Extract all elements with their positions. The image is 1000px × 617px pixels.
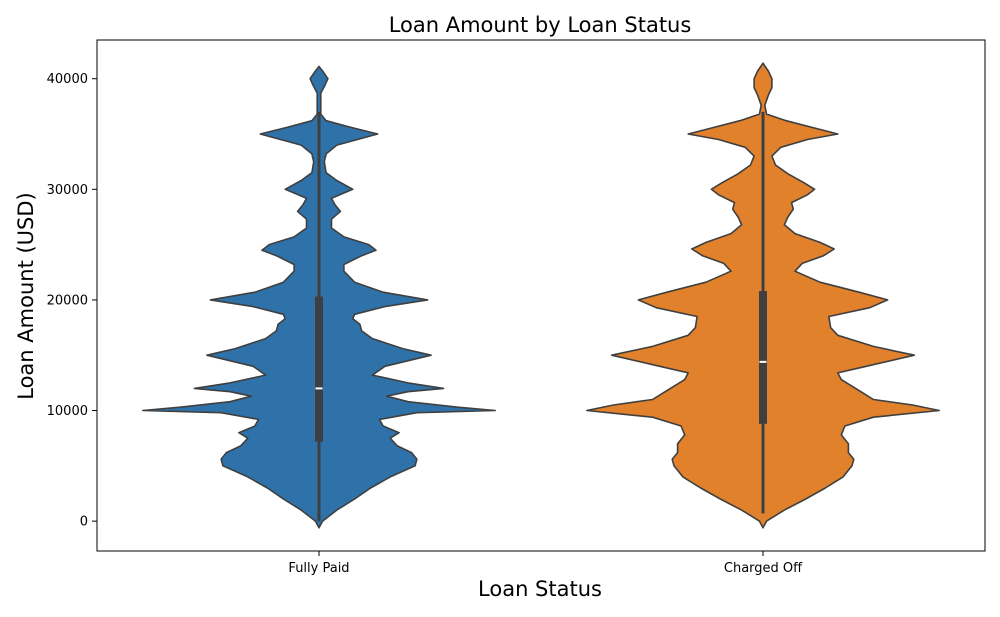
plot-area <box>142 62 940 529</box>
x-axis: Fully Paid Charged Off <box>288 551 803 576</box>
violin-iqr-box <box>759 291 767 424</box>
y-axis-label: Loan Amount (USD) <box>14 192 38 400</box>
plot-frame <box>96 39 986 552</box>
y-tick-label: 30000 <box>47 183 88 198</box>
x-tick-label: Charged Off <box>724 561 803 576</box>
x-tick-label: Fully Paid <box>288 561 349 576</box>
violin-iqr-box <box>315 296 323 442</box>
y-tick-label: 0 <box>80 515 88 530</box>
x-axis-label: Loan Status <box>478 577 602 601</box>
y-tick-label: 10000 <box>47 404 88 419</box>
y-axis: 0 10000 20000 30000 40000 <box>47 72 97 530</box>
y-tick-label: 20000 <box>47 293 88 308</box>
violin-fully-paid <box>142 65 496 529</box>
y-tick-label: 40000 <box>47 72 88 87</box>
violin-charged-off <box>586 62 940 529</box>
chart-title: Loan Amount by Loan Status <box>389 13 692 37</box>
